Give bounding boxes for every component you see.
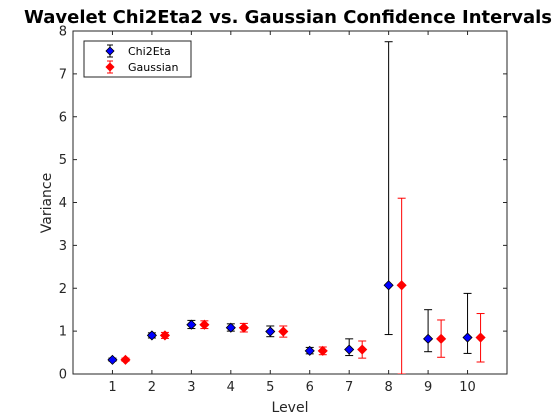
y-tick-label: 7 bbox=[59, 67, 67, 82]
gaussian-point bbox=[238, 322, 249, 333]
gaussian-point bbox=[357, 344, 368, 355]
chi2eta-point bbox=[146, 330, 157, 341]
chi2eta-point bbox=[304, 345, 315, 356]
legend: Chi2Eta Gaussian bbox=[83, 40, 192, 78]
x-tick-label: 10 bbox=[459, 380, 476, 395]
y-tick-label: 2 bbox=[59, 282, 67, 297]
plot-frame bbox=[72, 30, 508, 375]
gaussian-point bbox=[120, 354, 131, 365]
x-tick-label: 3 bbox=[187, 380, 195, 395]
legend-chi2eta-label: Chi2Eta bbox=[128, 45, 171, 58]
chi2eta-point bbox=[225, 322, 236, 333]
series-layer bbox=[107, 41, 486, 374]
gaussian-point bbox=[199, 319, 210, 330]
x-tick-label: 7 bbox=[345, 380, 353, 395]
x-tick-label: 4 bbox=[227, 380, 235, 395]
legend-box bbox=[83, 40, 192, 78]
y-tick-label: 8 bbox=[59, 25, 67, 40]
x-axis-label: Level bbox=[272, 400, 309, 416]
legend-chi2eta-marker bbox=[105, 46, 115, 56]
gaussian-point bbox=[159, 330, 170, 341]
legend-gaussian-marker bbox=[105, 62, 115, 72]
x-tick-label: 6 bbox=[306, 380, 314, 395]
y-tick-label: 0 bbox=[59, 368, 67, 383]
chi2eta-point bbox=[344, 344, 355, 355]
y-tick-label: 4 bbox=[59, 196, 67, 211]
x-tick-label: 9 bbox=[424, 380, 432, 395]
chart-title: Wavelet Chi2Eta2 vs. Gaussian Confidence… bbox=[24, 7, 552, 28]
x-tick-label: 2 bbox=[148, 380, 156, 395]
y-tick-label: 6 bbox=[59, 110, 67, 125]
x-tick-label: 5 bbox=[266, 380, 274, 395]
y-tick-label: 1 bbox=[59, 325, 67, 340]
chi2eta-point bbox=[423, 333, 434, 344]
plot-area: 1 2 3 4 5 6 7 8 9 10 0 1 2 3 4 5 6 7 8 bbox=[59, 25, 508, 395]
chi2eta-point bbox=[265, 326, 276, 337]
y-axis-label: Variance bbox=[39, 173, 55, 233]
gaussian-point bbox=[475, 332, 486, 343]
gaussian-point bbox=[436, 333, 447, 344]
y-tick-label: 5 bbox=[59, 153, 67, 168]
chi2eta-point bbox=[186, 319, 197, 330]
legend-gaussian-label: Gaussian bbox=[128, 61, 178, 74]
chi2eta-point bbox=[107, 354, 118, 365]
chi2eta-point bbox=[462, 332, 473, 343]
x-tick-label: 1 bbox=[108, 380, 116, 395]
y-tick-label: 3 bbox=[59, 239, 67, 254]
gaussian-point bbox=[396, 280, 407, 291]
x-tick-label: 8 bbox=[384, 380, 392, 395]
gaussian-point bbox=[278, 326, 289, 337]
gaussian-point bbox=[317, 345, 328, 356]
chi2eta-point bbox=[383, 280, 394, 291]
